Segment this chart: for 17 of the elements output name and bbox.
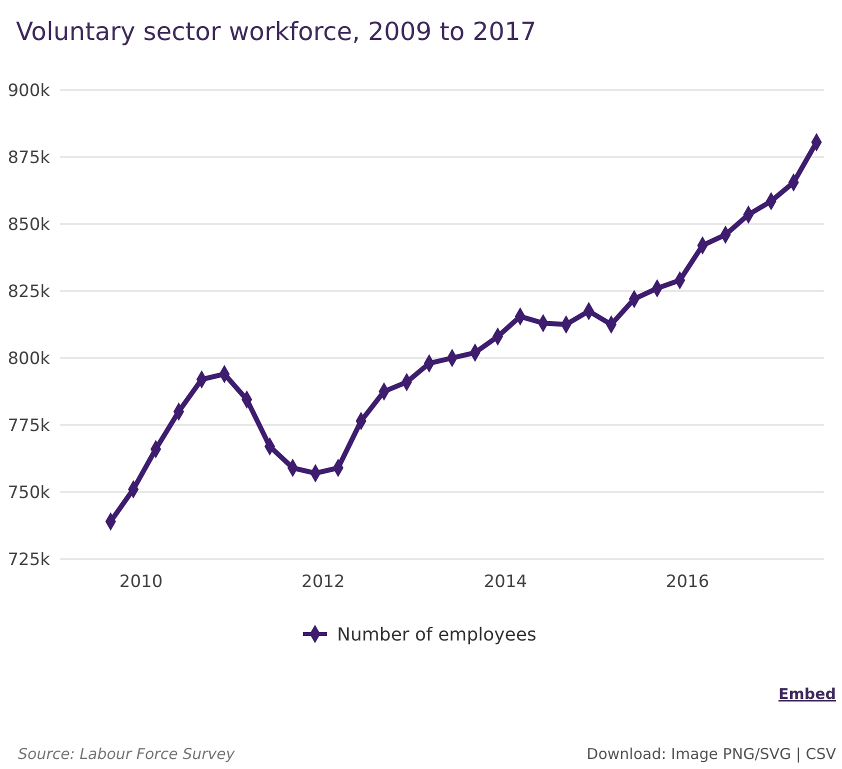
x-tick-label: 2012 [302, 572, 345, 592]
y-tick-label: 850k [8, 214, 50, 235]
y-tick-label: 825k [8, 282, 50, 302]
source-note: Source: Labour Force Survey [18, 745, 236, 763]
legend-label: Number of employees [337, 624, 536, 646]
x-tick-label: 2014 [484, 572, 528, 592]
chart-title: Voluntary sector workforce, 2009 to 2017 [16, 17, 536, 46]
y-tick-label: 750k [8, 482, 50, 503]
y-tick-label: 900k [8, 80, 50, 101]
text: Download: Image PNG/SVG | CSV [586, 745, 837, 763]
x-tick-label: 2016 [666, 572, 710, 592]
y-tick-label: 775k [8, 416, 50, 436]
y-tick-label: 875k [8, 148, 50, 168]
x-tick-label: 2010 [119, 572, 163, 592]
y-tick-label: 800k [8, 348, 50, 369]
y-tick-label: 725k [8, 550, 50, 570]
text: Embed [778, 685, 836, 703]
